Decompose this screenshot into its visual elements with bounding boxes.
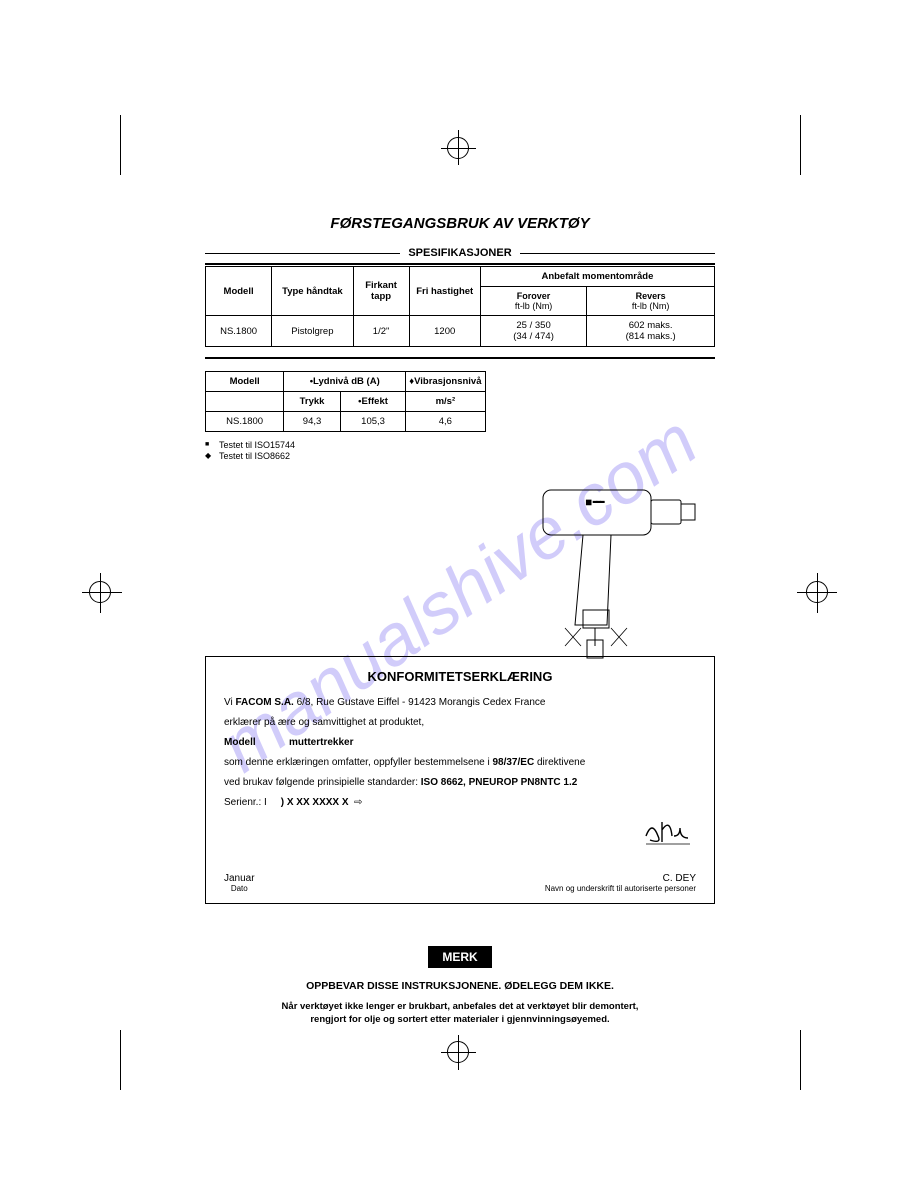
- cell: Pistolgrep: [272, 316, 353, 347]
- col-modell: Modell: [206, 372, 284, 392]
- declaration-line: Modell muttertrekker: [224, 736, 696, 750]
- cell: 1/2": [353, 316, 409, 347]
- cell: 94,3: [284, 412, 341, 432]
- crop-mark: [120, 1030, 121, 1090]
- cell: 105,3: [340, 412, 405, 432]
- table-row: NS.1800 94,3 105,3 4,6: [206, 412, 486, 432]
- declaration-box: KONFORMITETSERKLÆRING Vi FACOM S.A. 6/8,…: [205, 656, 715, 904]
- declaration-line: ved brukav følgende prinsipielle standar…: [224, 776, 696, 790]
- divider: [520, 253, 715, 254]
- crop-mark: [806, 581, 828, 603]
- signature: [224, 816, 696, 849]
- divider: [205, 263, 715, 265]
- col-vibrasjon: ♦Vibrasjonsnivå: [406, 372, 485, 392]
- col-tapp: Firkant tapp: [353, 267, 409, 316]
- signatory-sub: Navn og underskrift til autoriserte pers…: [545, 884, 696, 893]
- footnotes: Testet til ISO15744 Testet til ISO8662: [205, 440, 715, 461]
- declaration-line: Vi FACOM S.A. 6/8, Rue Gustave Eiffel - …: [224, 696, 696, 710]
- signatory-name: C. DEY: [545, 873, 696, 884]
- merk-badge: MERK: [428, 946, 491, 968]
- cell: 4,6: [406, 412, 485, 432]
- sub-revers: Reversft-lb (Nm): [587, 287, 715, 316]
- svg-text:▣ ━━━: ▣ ━━━: [586, 500, 605, 506]
- crop-mark: [120, 115, 121, 175]
- declaration-line: Serienr.: I ) X XX XXXX X ⇨: [224, 796, 696, 810]
- col-modell: Modell: [206, 267, 272, 316]
- crop-mark: [800, 1030, 801, 1090]
- cell: [206, 392, 284, 412]
- cell: 25 / 350(34 / 474): [480, 316, 586, 347]
- divider: [205, 253, 400, 254]
- col-lydniva: •Lydnivå dB (A): [284, 372, 406, 392]
- sub-trykk: Trykk: [284, 392, 341, 412]
- cell: 602 maks.(814 maks.): [587, 316, 715, 347]
- col-hastighet: Fri hastighet: [409, 267, 480, 316]
- col-handtak: Type håndtak: [272, 267, 353, 316]
- crop-mark: [447, 137, 469, 159]
- col-moment: Anbefalt momentområde: [480, 267, 714, 287]
- merk-heading: OPPBEVAR DISSE INSTRUKSJONENE. ØDELEGG D…: [205, 980, 715, 992]
- table-row: NS.1800 Pistolgrep 1/2" 1200 25 / 350(34…: [206, 316, 715, 347]
- cell: 1200: [409, 316, 480, 347]
- declaration-line: erklærer på ære og samvittighet at produ…: [224, 716, 696, 730]
- declaration-line: som denne erklæringen omfatter, oppfylle…: [224, 756, 696, 770]
- spec-table-2: Modell •Lydnivå dB (A) ♦Vibrasjonsnivå T…: [205, 371, 486, 432]
- impact-wrench-illustration: ▣ ━━━: [525, 470, 705, 660]
- crop-mark: [89, 581, 111, 603]
- crop-mark: [800, 115, 801, 175]
- cell: NS.1800: [206, 316, 272, 347]
- spec-table-1: Modell Type håndtak Firkant tapp Fri has…: [205, 266, 715, 347]
- date-sub: Dato: [224, 884, 255, 893]
- declaration-title: KONFORMITETSERKLÆRING: [224, 669, 696, 684]
- sub-ms2: m/s²: [406, 392, 485, 412]
- divider: [205, 357, 715, 359]
- crop-mark: [447, 1041, 469, 1063]
- date-label: Januar: [224, 873, 255, 884]
- footnote: Testet til ISO15744: [205, 440, 715, 450]
- footnote: Testet til ISO8662: [205, 451, 715, 461]
- cell: NS.1800: [206, 412, 284, 432]
- sub-effekt: •Effekt: [340, 392, 405, 412]
- signature-icon: [640, 816, 696, 846]
- merk-text: Når verktøyet ikke lenger er brukbart, a…: [205, 1000, 715, 1027]
- page-title: FØRSTEGANGSBRUK AV VERKTØY: [205, 215, 715, 232]
- sub-forover: Foroverft-lb (Nm): [480, 287, 586, 316]
- spec-title: SPESIFIKASJONER: [400, 247, 519, 259]
